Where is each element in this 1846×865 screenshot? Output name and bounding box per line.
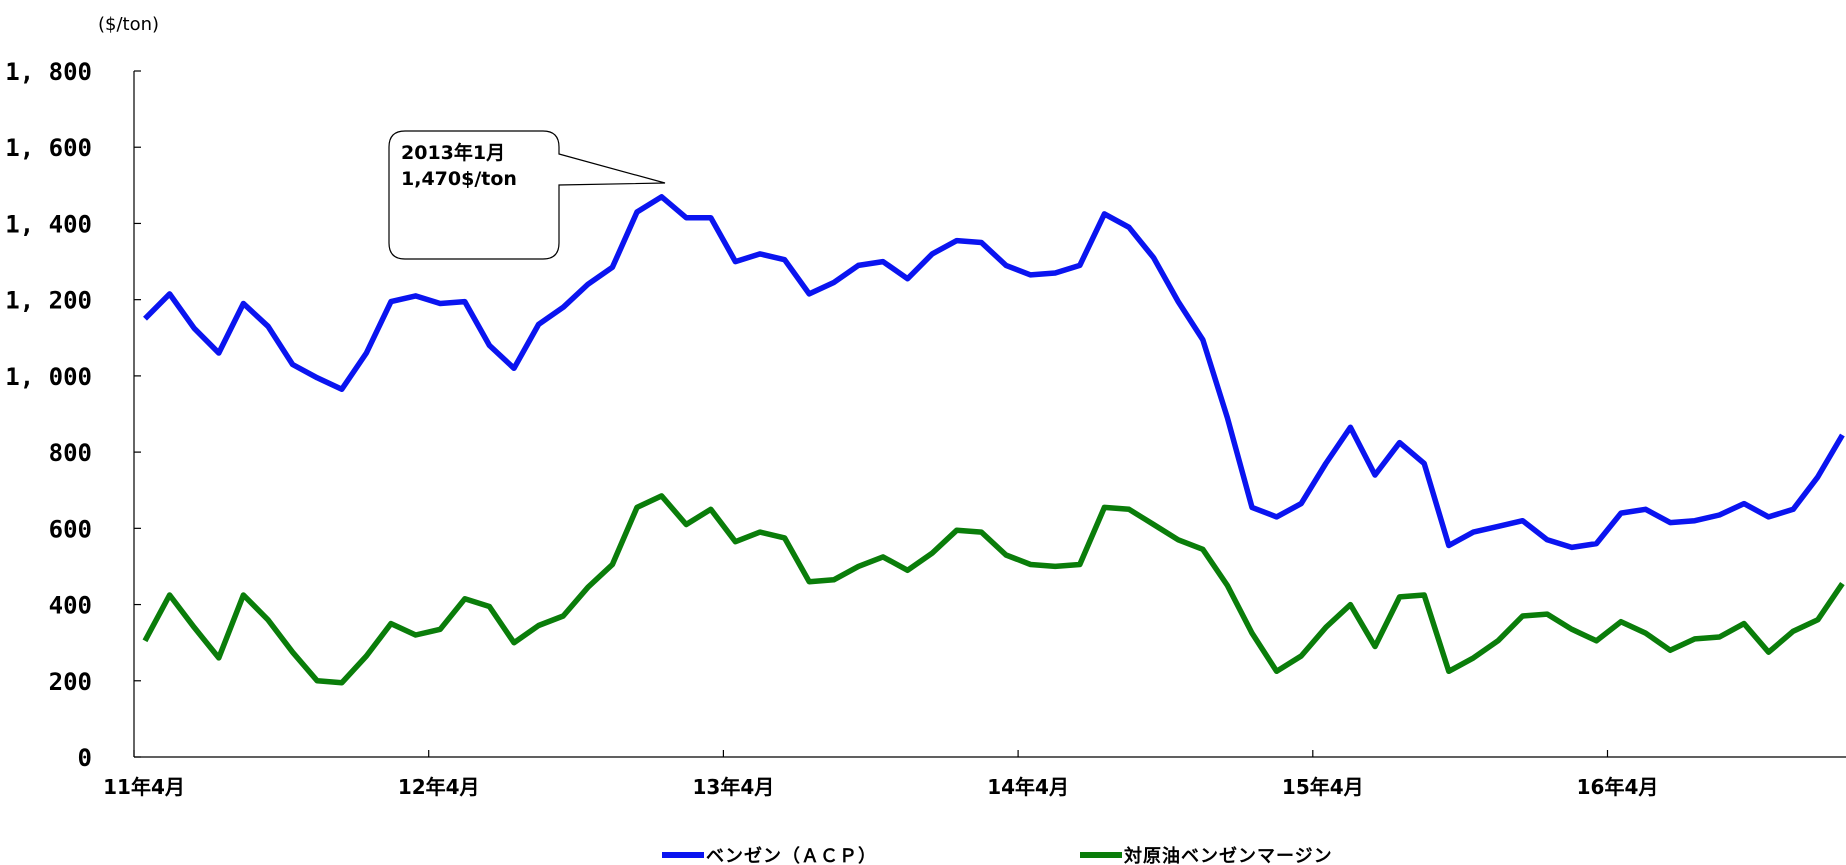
y-ticks: 0 200 400 600 800 1, 000 1, 200 1, 400 1, 600 1, … <box>5 58 141 772</box>
y-tick-label: 600 <box>49 515 92 543</box>
axes <box>133 71 1846 758</box>
x-tick-label: 15年4月 <box>1282 775 1364 799</box>
y-tick-label: 1, 600 <box>5 134 92 162</box>
legend-label-margin: 対原油ベンゼンマージン <box>1123 845 1333 865</box>
y-tick-label: 200 <box>49 668 92 696</box>
annotation-line2: 1,470$/ton <box>401 168 517 190</box>
y-axis-unit-label: ($/ton) <box>98 14 159 35</box>
y-tick-label: 400 <box>49 592 92 620</box>
x-tick-label: 13年4月 <box>693 775 775 799</box>
x-tick-label: 14年4月 <box>987 775 1069 799</box>
y-tick-label: 800 <box>49 439 92 467</box>
x-tick-label: 16年4月 <box>1577 775 1659 799</box>
series-line-margin <box>142 493 1845 686</box>
series-lines <box>142 194 1845 686</box>
callout-bubble <box>388 130 666 260</box>
y-tick-label: 1, 800 <box>5 58 92 86</box>
annotation-callout: 2013年1月 1,470$/ton <box>388 130 666 260</box>
y-tick-label: 1, 200 <box>5 287 92 315</box>
x-ticks: 11年4月 12年4月 13年4月 14年4月 15年4月 16年4月 <box>103 750 1658 799</box>
y-tick-label: 0 <box>78 744 92 772</box>
x-tick-label: 11年4月 <box>103 775 185 799</box>
series-line-benzene <box>143 194 1845 551</box>
y-tick-label: 1, 400 <box>5 210 92 238</box>
legend-label-benzene: ベンゼン（ＡＣＰ） <box>706 845 877 865</box>
annotation-line1: 2013年1月 <box>401 141 505 164</box>
x-tick-label: 12年4月 <box>398 775 480 799</box>
legend: ベンゼン（ＡＣＰ） 対原油ベンゼンマージン <box>662 845 1333 865</box>
y-tick-label: 1, 000 <box>5 363 92 391</box>
